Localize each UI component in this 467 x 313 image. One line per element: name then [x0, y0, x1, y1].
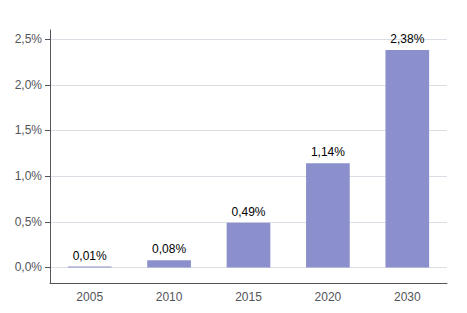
- svg-text:0,0%: 0,0%: [15, 260, 43, 274]
- svg-text:2030: 2030: [394, 290, 421, 304]
- svg-text:1,14%: 1,14%: [311, 145, 345, 159]
- svg-text:0,5%: 0,5%: [15, 215, 43, 229]
- svg-text:1,5%: 1,5%: [15, 123, 43, 137]
- svg-text:1,0%: 1,0%: [15, 169, 43, 183]
- svg-text:2,0%: 2,0%: [15, 78, 43, 92]
- svg-text:0,49%: 0,49%: [231, 205, 265, 219]
- svg-text:2005: 2005: [76, 290, 103, 304]
- svg-text:2020: 2020: [315, 290, 342, 304]
- svg-text:0,08%: 0,08%: [152, 242, 186, 256]
- svg-text:2015: 2015: [235, 290, 262, 304]
- svg-text:0,01%: 0,01%: [73, 249, 107, 263]
- svg-text:2,38%: 2,38%: [390, 32, 424, 46]
- svg-text:2,5%: 2,5%: [15, 32, 43, 46]
- svg-text:2010: 2010: [156, 290, 183, 304]
